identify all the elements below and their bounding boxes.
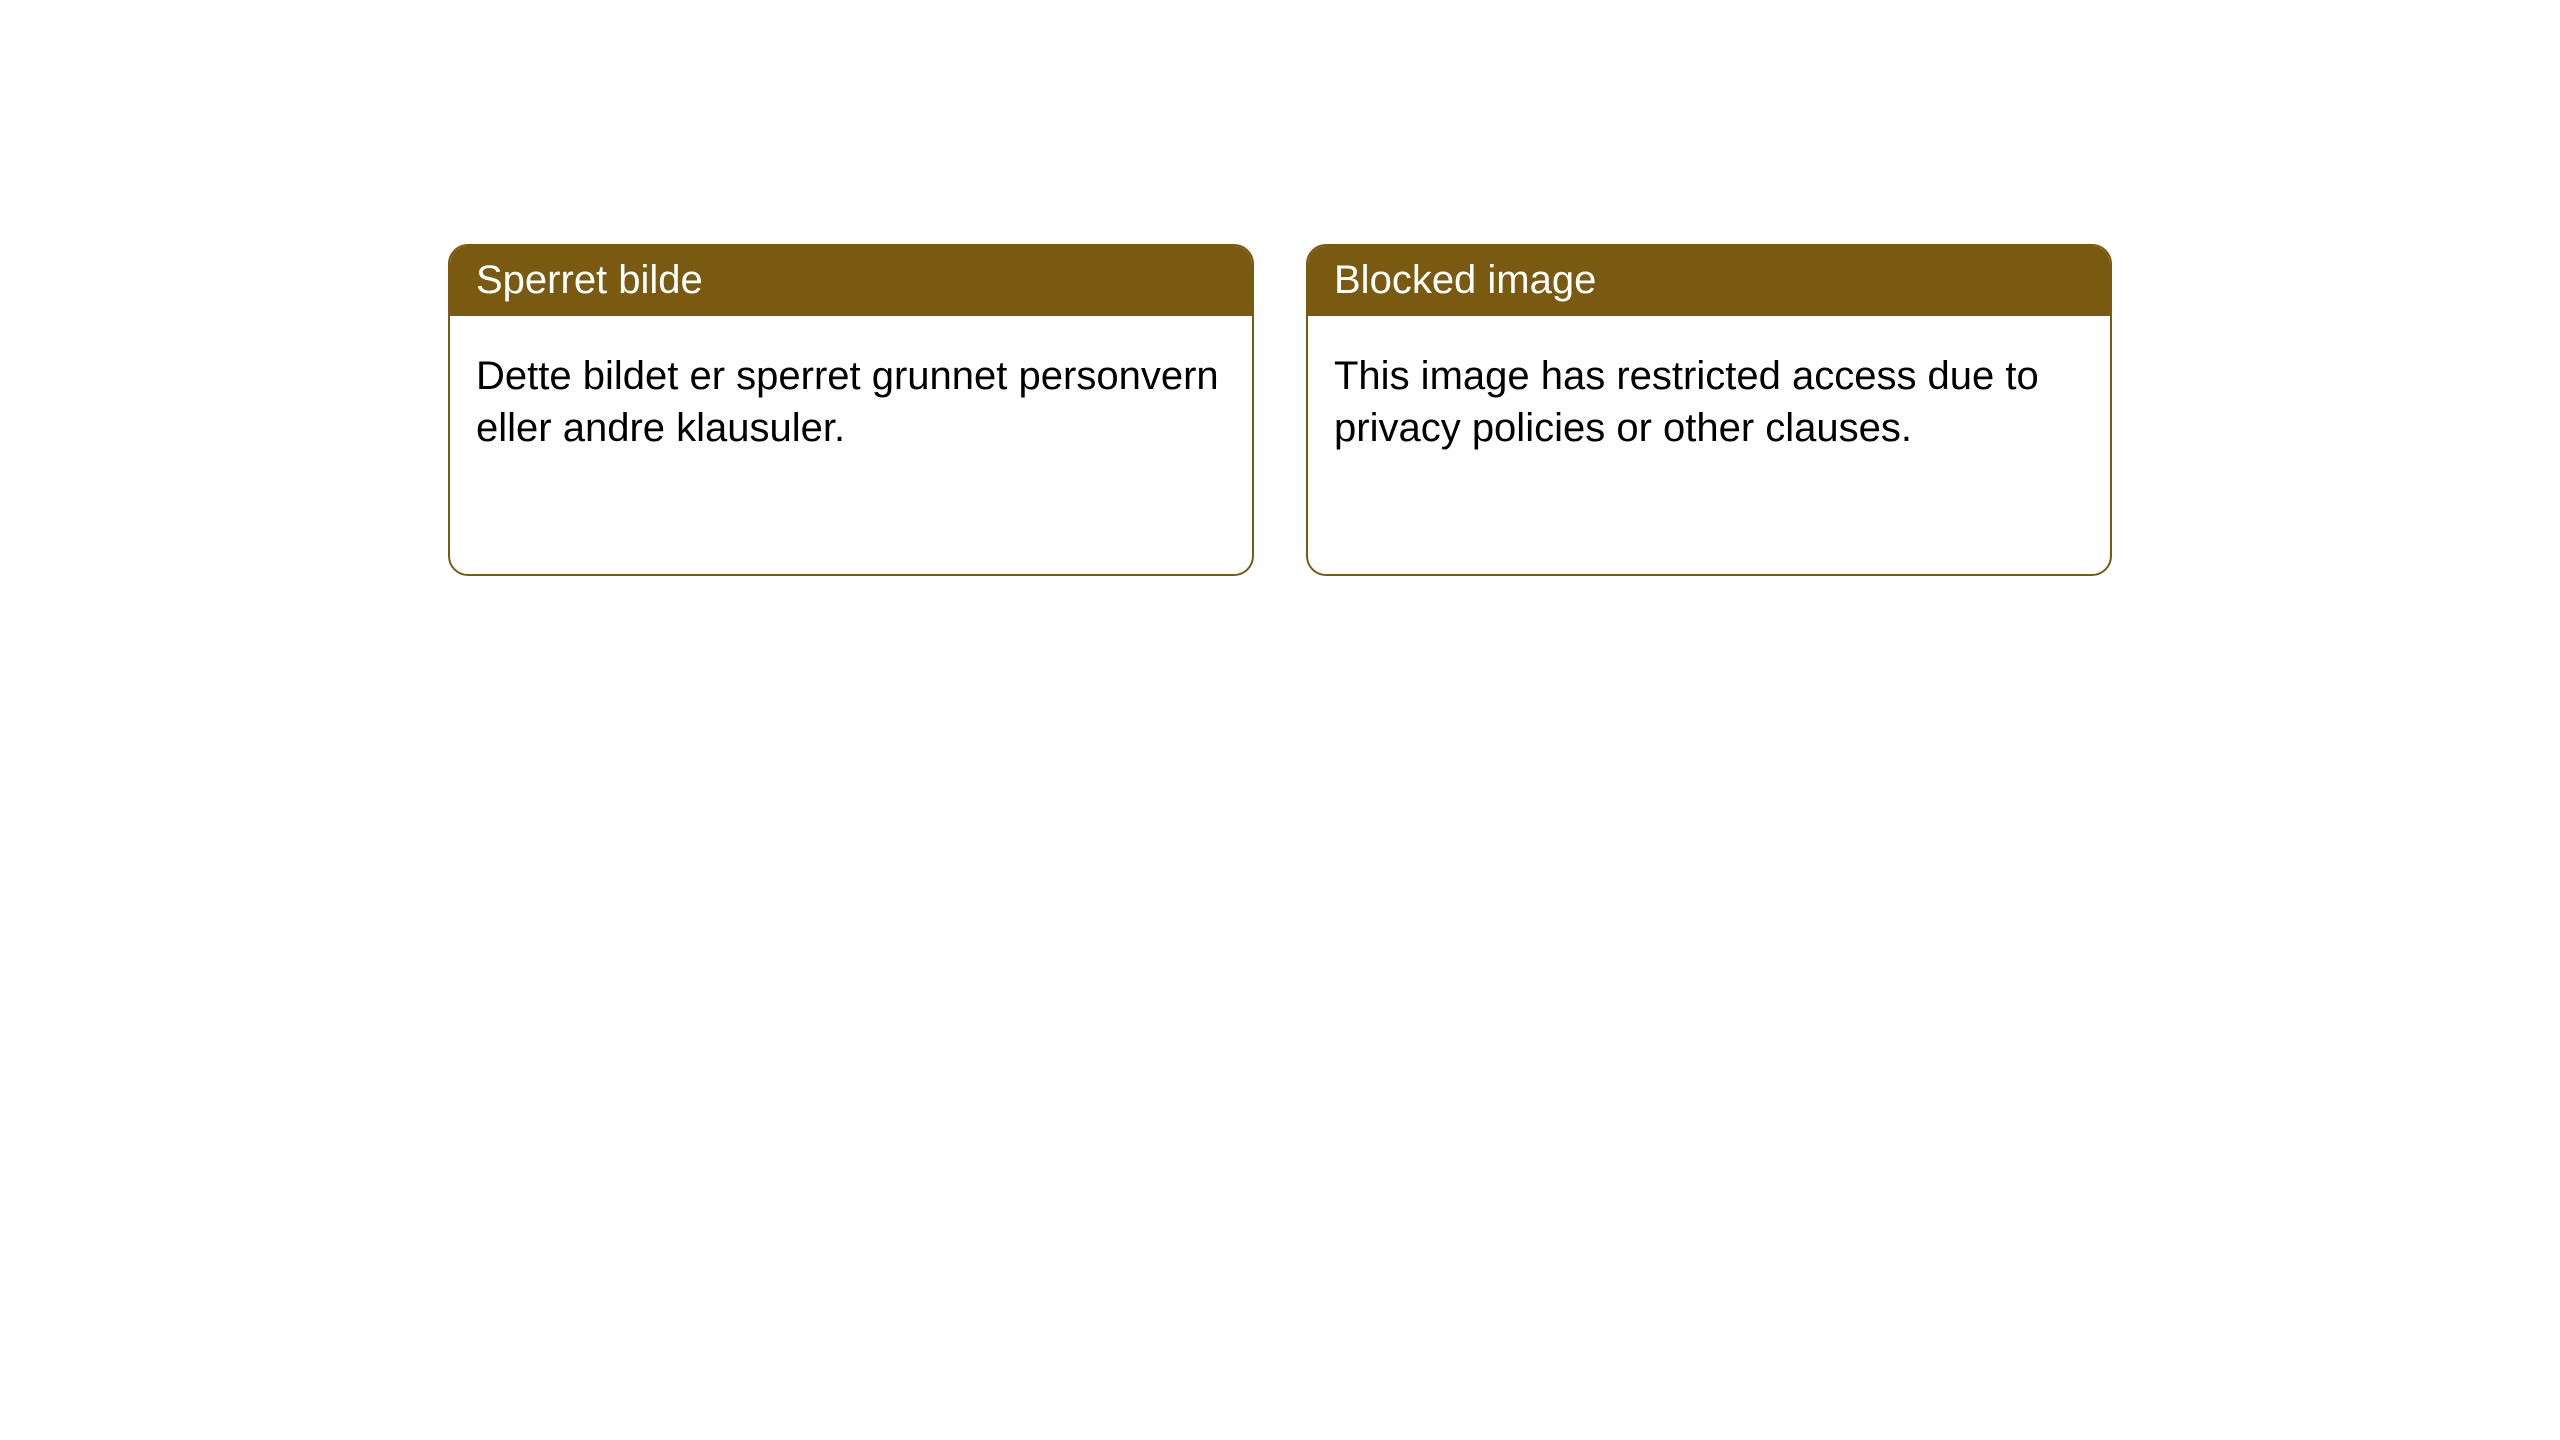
notice-card-norwegian: Sperret bilde Dette bildet er sperret gr…: [448, 244, 1254, 576]
notice-cards-container: Sperret bilde Dette bildet er sperret gr…: [0, 0, 2560, 576]
card-body-english: This image has restricted access due to …: [1308, 316, 2110, 480]
card-title-norwegian: Sperret bilde: [476, 258, 703, 302]
card-text-english: This image has restricted access due to …: [1334, 354, 2039, 450]
card-header-english: Blocked image: [1308, 246, 2110, 316]
notice-card-english: Blocked image This image has restricted …: [1306, 244, 2112, 576]
card-title-english: Blocked image: [1334, 258, 1596, 302]
card-header-norwegian: Sperret bilde: [450, 246, 1252, 316]
card-text-norwegian: Dette bildet er sperret grunnet personve…: [476, 354, 1219, 450]
card-body-norwegian: Dette bildet er sperret grunnet personve…: [450, 316, 1252, 480]
